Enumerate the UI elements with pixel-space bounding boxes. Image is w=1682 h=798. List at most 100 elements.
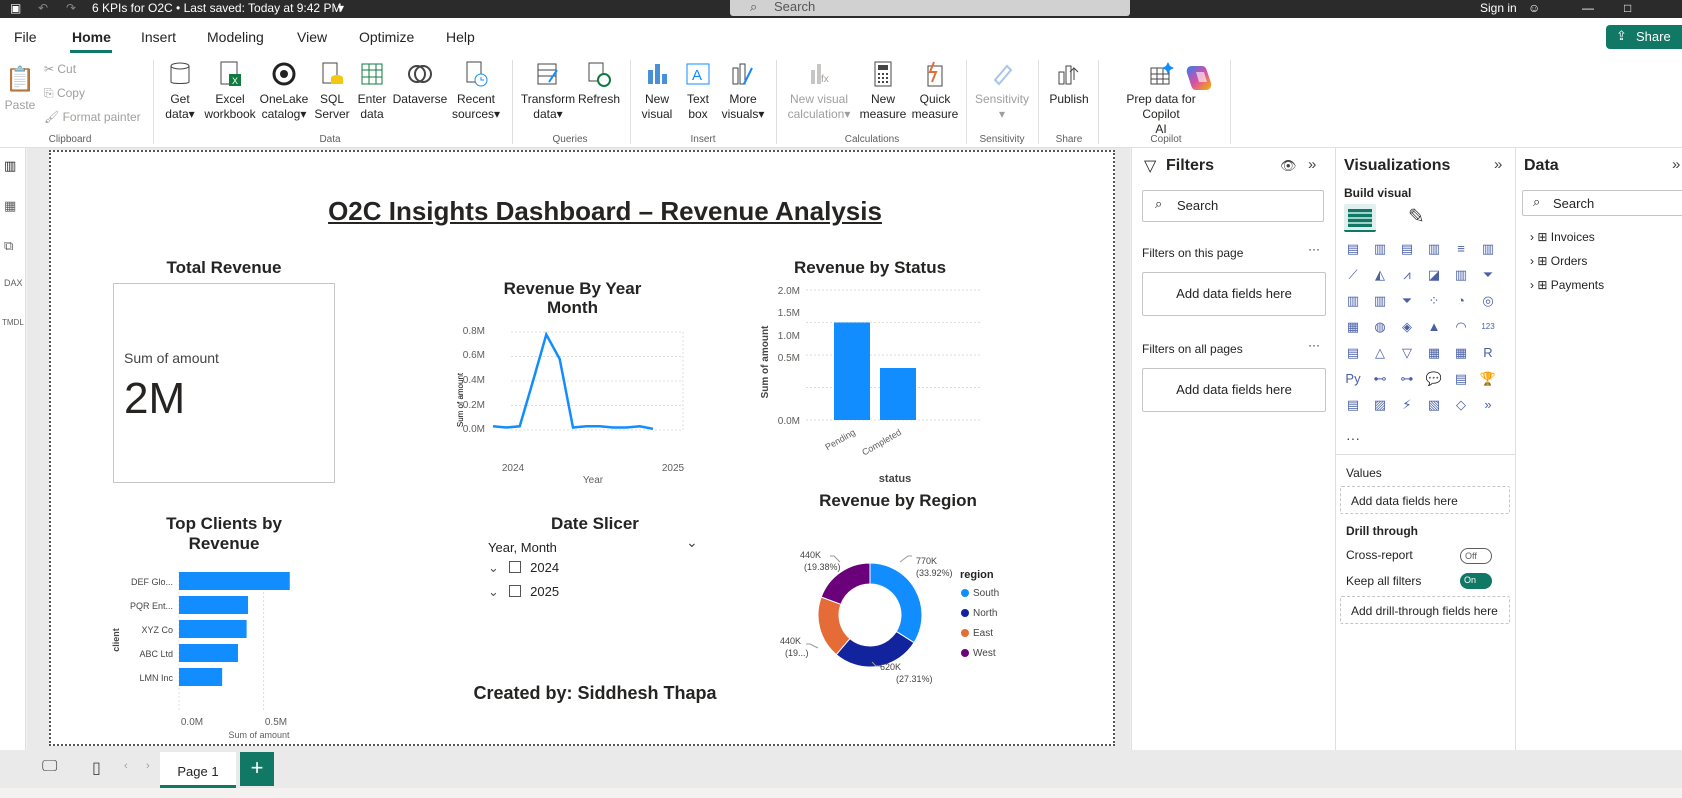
more-options-icon[interactable]: ··· [1308,338,1320,352]
data-search-input[interactable]: ⌕ Search [1522,190,1682,216]
sensitivity-button[interactable]: Sensitivity ▾ [972,60,1032,122]
more-visuals-ellipsis-icon[interactable]: ··· [1346,430,1360,446]
key-influencers-icon[interactable]: ⊷ [1373,371,1387,386]
revenue-by-year-month-chart[interactable]: Sum of amount 0.8M 0.6M 0.4M 0.2M 0.0M 2… [455,320,695,490]
maximize-icon[interactable]: □ [1624,1,1632,15]
filled-map-icon[interactable]: ◈ [1402,319,1412,334]
status-bar-pending[interactable] [834,322,870,421]
donut-icon[interactable]: ◎ [1482,293,1494,308]
collapse-icon[interactable]: » [1308,156,1317,173]
legend-item-north[interactable]: North [973,608,997,619]
dax-query-view-icon[interactable]: DAX [4,278,23,288]
funnel-icon[interactable]: ⏷ [1482,267,1494,282]
add-page-button[interactable]: + [240,752,274,786]
table-item-invoices[interactable]: › ⊞ Invoices [1530,230,1595,244]
keep-filters-toggle[interactable]: On [1460,573,1492,589]
ribbon-chart-icon[interactable]: ◪ [1427,267,1441,282]
clustered-column-icon[interactable]: ▥ [1481,241,1495,256]
line-chart-icon[interactable]: ⟋ [1348,267,1358,282]
dataverse-button[interactable]: Dataverse [392,60,448,107]
eye-icon[interactable]: 👁 [1280,158,1297,173]
more-options-icon[interactable]: ··· [1308,242,1320,256]
kpi-icon[interactable]: △ [1375,345,1385,360]
transform-data-button[interactable]: Transform data▾ [520,60,576,122]
goals-icon[interactable]: 🏆 [1479,371,1497,386]
cut-button[interactable]: ✂ Cut [44,62,76,77]
menu-insert[interactable]: Insert [141,29,177,45]
multirow-card-icon[interactable]: ▤ [1346,345,1360,360]
quick-measure-button[interactable]: Quick measure [910,60,960,122]
paste-button[interactable]: 📋 Paste [4,62,36,113]
slicer-item[interactable]: ⌄ 2024 [488,560,559,576]
area-chart-icon[interactable]: ◭ [1375,267,1385,282]
values-dropzone[interactable]: Add data fields here [1340,486,1510,514]
save-icon[interactable]: ▣ [10,1,22,15]
mobile-layout-icon[interactable]: ▯ [92,760,101,777]
refresh-button[interactable]: Refresh [578,60,620,107]
matrix-icon[interactable]: ▦ [1454,345,1468,360]
table-item-payments[interactable]: › ⊞ Payments [1530,278,1604,292]
get-data-button[interactable]: Get data▾ [158,60,202,122]
client-bar[interactable] [179,644,238,662]
combo-chart-icon[interactable]: ▥ [1346,293,1360,308]
column-chart-icon[interactable]: ▥ [1373,241,1387,256]
filters-page-dropzone[interactable]: Add data fields here [1142,272,1326,316]
client-bar[interactable] [179,620,247,638]
menu-modeling[interactable]: Modeling [207,29,264,45]
line-column-icon[interactable]: ⩘ [1403,267,1411,282]
copy-button[interactable]: ⎘ Copy [44,86,85,101]
donut-slice-south[interactable] [869,562,923,644]
client-bar[interactable] [179,668,223,686]
slicer-chevron-down-icon[interactable]: ⌄ [686,534,698,550]
desktop-layout-icon[interactable]: 🖵 [42,758,58,775]
stacked-column-icon[interactable]: ▥ [1427,241,1441,256]
menu-optimize[interactable]: Optimize [359,29,415,45]
paginated-report-icon[interactable]: ▤ [1346,397,1360,412]
menu-help[interactable]: Help [446,29,475,45]
gauge-icon[interactable]: ◠ [1455,319,1467,334]
prep-data-copilot-button[interactable]: Prep data for Copilot AI [1106,60,1216,137]
pie-chart-icon[interactable]: ◔ [1457,293,1465,308]
legend-item-west[interactable]: West [973,648,996,659]
global-search[interactable]: ⌕ Search [730,0,1130,16]
slicer-icon[interactable]: ▽ [1402,345,1412,360]
stacked-bar-icon[interactable]: ▤ [1400,241,1414,256]
total-revenue-card[interactable]: Sum of amount 2M [113,283,335,483]
treemap-icon[interactable]: ▦ [1346,319,1360,334]
slicer-checkbox[interactable] [508,585,521,597]
menu-view[interactable]: View [297,29,328,45]
legend-item-east[interactable]: East [973,628,993,639]
column-line-icon[interactable]: ▥ [1373,293,1387,308]
r-visual-icon[interactable]: R [1483,345,1493,360]
expand-chevron-icon[interactable]: ⌄ [488,584,499,599]
legend-item-south[interactable]: South [973,588,999,599]
minimize-icon[interactable]: — [1582,1,1594,15]
share-button[interactable]: ⇪ Share [1606,25,1682,49]
text-box-button[interactable]: A Text box [680,60,716,122]
diamond-icon[interactable]: ◇ [1456,397,1466,412]
publish-button[interactable]: Publish [1046,60,1092,107]
enter-data-button[interactable]: Enter data [354,60,390,122]
revenue-by-region-chart[interactable]: 770K (33.92%) 440K (19.38%) 440K (19...)… [780,540,1010,690]
new-visual-calculation-button[interactable]: fx New visual calculation▾ [782,60,856,122]
client-bar[interactable] [179,596,249,614]
table-view-icon[interactable]: ▦ [4,198,17,213]
menu-home[interactable]: Home [72,29,111,45]
revenue-by-status-chart[interactable]: Sum of amount 2.0M 1.5M 1.0M 0.5M 0.0M P… [740,280,990,490]
donut-slice-west[interactable] [820,562,871,605]
client-bar[interactable] [179,572,290,590]
report-view-icon[interactable]: ▥ [4,158,17,173]
next-page-icon[interactable]: › [146,760,150,772]
new-measure-button[interactable]: New measure [858,60,908,122]
model-view-icon[interactable]: ⧉ [4,238,14,253]
table-icon[interactable]: ▦ [1427,345,1441,360]
power-automate-icon[interactable]: ⚡ [1402,397,1412,412]
chevrons-icon[interactable]: » [1484,397,1492,412]
filters-search-input[interactable]: ⌕ Search [1142,190,1324,222]
bar-chart-icon[interactable]: ▤ [1346,241,1360,256]
status-bar-completed[interactable] [880,368,916,420]
power-apps-icon[interactable]: ▨ [1373,397,1387,412]
chevron-down-icon[interactable]: ▾ [338,1,345,15]
python-visual-icon[interactable]: Py [1345,371,1361,386]
menu-file[interactable]: File [14,29,37,45]
